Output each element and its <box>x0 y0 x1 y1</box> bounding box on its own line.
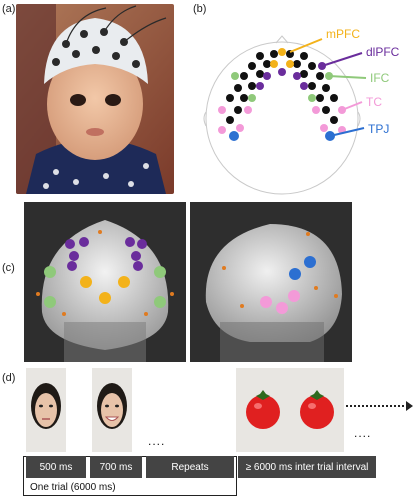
tomato-stimulus-2 <box>290 368 344 452</box>
continuation-dotted-arrow <box>346 405 408 408</box>
face-smiling-stimulus <box>92 368 132 452</box>
panel-label-b: (b) <box>193 3 207 15</box>
brain-render-side-view <box>190 202 352 362</box>
infant-with-fnirs-cap-photo <box>16 4 174 194</box>
tomato-stimulus-1 <box>236 368 290 452</box>
region-label-tpj: TPJ <box>368 122 390 136</box>
timebox-repeats: Repeats <box>146 456 234 478</box>
region-label-dlpfc: dlPFC <box>366 45 400 59</box>
panel-label-a: (a) <box>2 3 16 15</box>
region-label-tc: TC <box>366 95 382 109</box>
panel-label-c: (c) <box>2 262 15 274</box>
repeat-ellipsis-1: .... <box>148 434 166 448</box>
timebox-inter-trial-interval: ≥ 6000 ms inter trial interval <box>238 456 376 478</box>
panel-label-d: (d) <box>2 372 16 384</box>
continuation-arrow-head <box>406 401 413 411</box>
brain-render-front-view <box>24 202 186 362</box>
region-label-mpfc: mPFC <box>326 27 360 41</box>
one-trial-label: One trial (6000 ms) <box>30 482 116 493</box>
region-label-ifc: IFC <box>370 71 390 85</box>
channel-layout-head-map: mPFC dlPFC IFC TC TPJ <box>200 6 416 196</box>
repeat-ellipsis-2: .... <box>354 426 372 440</box>
timebox-700ms: 700 ms <box>90 456 142 478</box>
face-neutral-stimulus <box>26 368 66 452</box>
timebox-500ms: 500 ms <box>26 456 86 478</box>
